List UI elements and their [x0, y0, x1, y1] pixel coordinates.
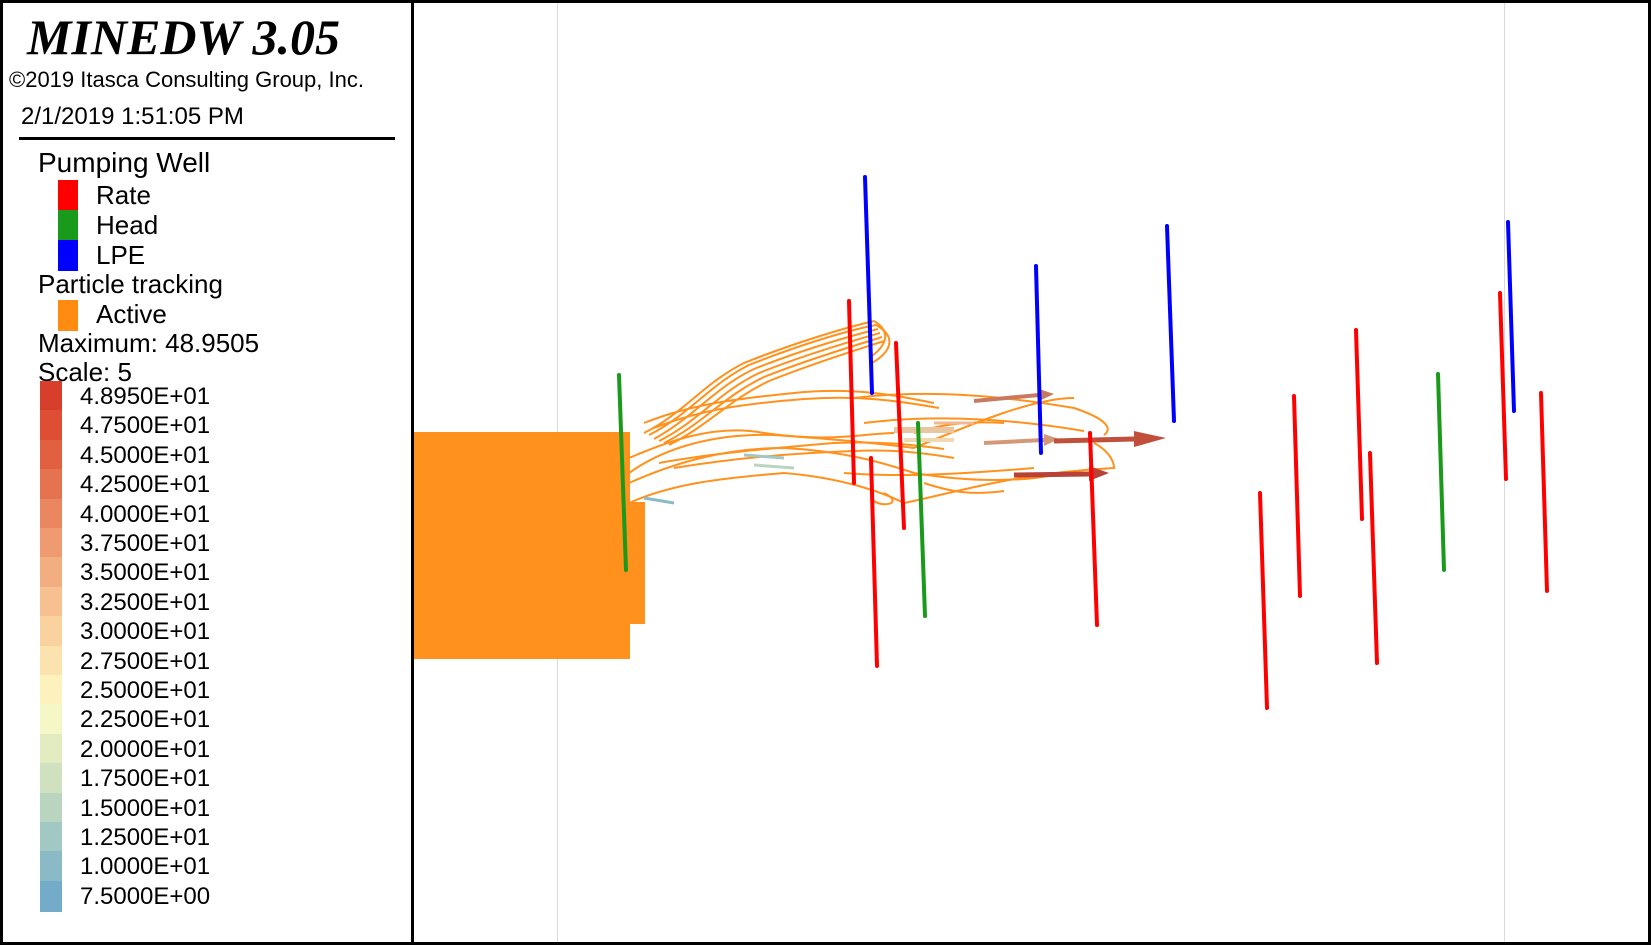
rate-label: Rate: [96, 180, 151, 210]
color-ramp-label: 1.2500E+01: [80, 824, 211, 851]
color-ramp-label: 1.7500E+01: [80, 765, 211, 792]
color-ramp-label: 1.0000E+01: [80, 853, 211, 880]
3d-viewport[interactable]: [414, 3, 1648, 942]
color-ramp-swatch: [40, 763, 62, 794]
color-ramp-label: 2.2500E+01: [80, 706, 211, 733]
color-ramp-label: 4.2500E+01: [80, 471, 211, 498]
color-ramp-swatch: [40, 587, 62, 618]
velocity-arrows: [643, 389, 1166, 505]
legend-divider: [19, 137, 395, 140]
active-swatch: [58, 300, 78, 331]
color-ramp-swatch: [40, 646, 62, 677]
color-ramp-swatch: [40, 410, 62, 441]
color-ramp-label: 3.5000E+01: [80, 559, 211, 586]
lpe-wells: [863, 175, 1516, 455]
color-ramp-swatch: [40, 528, 62, 559]
color-ramp-label: 1.5000E+01: [80, 795, 211, 822]
color-ramp-label: 3.2500E+01: [80, 589, 211, 616]
app-title: MINEDW 3.05: [27, 9, 341, 65]
rate-swatch: [58, 180, 78, 211]
pumping-well-heading: Pumping Well: [38, 147, 211, 178]
head-wells: [617, 372, 1446, 618]
color-ramp-swatch: [40, 822, 62, 853]
color-ramp-label: 2.5000E+01: [80, 677, 211, 704]
color-ramp-swatch: [40, 557, 62, 588]
head-swatch: [58, 210, 78, 241]
color-ramp-label: 4.5000E+01: [80, 442, 211, 469]
particle-tracks: [414, 320, 1116, 659]
color-ramp-swatch: [40, 881, 62, 912]
color-ramp-label: 4.7500E+01: [80, 412, 211, 439]
color-ramp-swatch: [40, 469, 62, 500]
color-ramp-swatch: [40, 734, 62, 765]
lpe-swatch: [58, 240, 78, 271]
color-ramp-swatch: [40, 381, 62, 412]
copyright-text: ©2019 Itasca Consulting Group, Inc.: [9, 67, 364, 92]
active-label: Active: [96, 299, 167, 329]
particle-tracking-heading: Particle tracking: [38, 269, 223, 299]
color-ramp-label: 2.7500E+01: [80, 648, 211, 675]
color-ramp-swatch: [40, 675, 62, 706]
color-ramp-label: 3.0000E+01: [80, 618, 211, 645]
maximum-label: Maximum: 48.9505: [38, 328, 260, 358]
head-label: Head: [96, 210, 159, 240]
color-ramp-swatch: [40, 704, 62, 735]
legend-panel: MINEDW 3.05 ©2019 Itasca Consulting Grou…: [3, 3, 414, 942]
model-scene: [414, 175, 1549, 710]
color-ramp-swatch: [40, 851, 62, 882]
color-ramp-label: 2.0000E+01: [80, 736, 211, 763]
color-ramp-swatch: [40, 440, 62, 471]
color-ramp-label: 4.0000E+01: [80, 501, 211, 528]
color-ramp-label: 3.7500E+01: [80, 530, 211, 557]
color-ramp-label: 4.8950E+01: [80, 383, 211, 410]
color-ramp-swatch: [40, 499, 62, 530]
rate-wells: [847, 291, 1549, 710]
lpe-label: LPE: [96, 240, 146, 270]
color-ramp-label: 7.5000E+00: [80, 883, 211, 910]
color-ramp-swatch: [40, 616, 62, 647]
color-ramp-swatch: [40, 793, 62, 824]
timestamp: 2/1/2019 1:51:05 PM: [21, 103, 244, 130]
